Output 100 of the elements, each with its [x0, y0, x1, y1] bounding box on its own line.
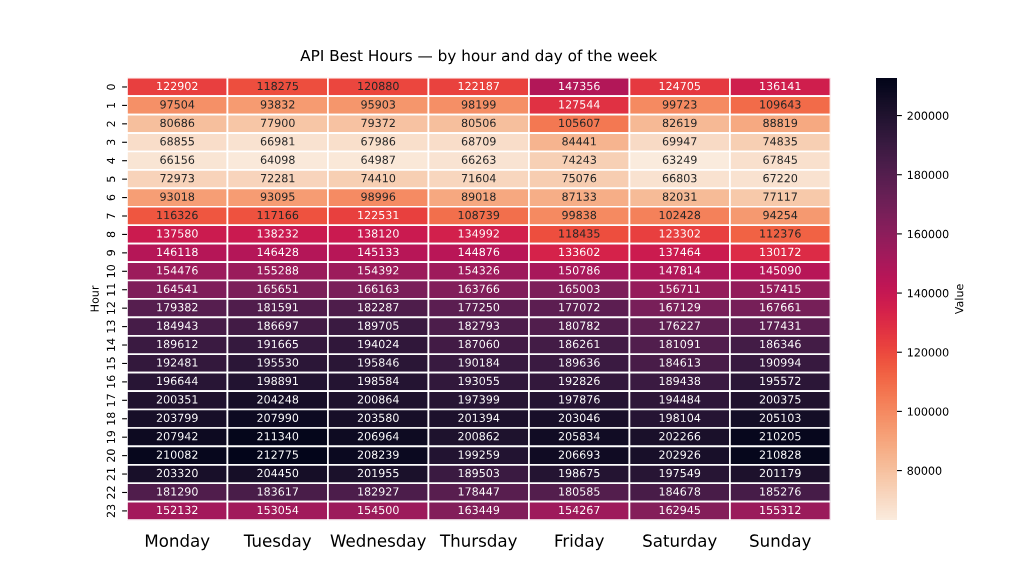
data-label: 202926	[659, 450, 701, 459]
data-label: 186697	[257, 321, 298, 330]
data-label: 154267	[559, 505, 600, 515]
data-label: 189438	[659, 376, 701, 386]
data-label: 201179	[759, 468, 801, 478]
data-label: 154392	[358, 266, 399, 275]
data-label: 167129	[659, 302, 701, 312]
data-label: 156711	[659, 284, 700, 293]
data-label: 137464	[659, 247, 701, 257]
color-bar-label: 120000	[907, 348, 949, 357]
y-tick-label: 1	[106, 102, 115, 108]
chart-title: API Best Hours — by hour and day of the week	[300, 49, 658, 65]
data-label: 153054	[257, 505, 299, 515]
data-label: 87133	[562, 192, 596, 201]
data-label: 67220	[763, 173, 798, 183]
y-tick-label: 12	[106, 302, 115, 315]
data-label: 93095	[260, 192, 295, 201]
data-label: 95903	[361, 100, 395, 109]
data-label: 147814	[659, 266, 701, 275]
y-tick-label: 3	[106, 139, 116, 145]
data-label: 182927	[358, 487, 399, 496]
data-label: 211340	[257, 432, 299, 441]
data-label: 200351	[156, 395, 198, 404]
data-label: 118275	[257, 81, 298, 91]
data-label: 206693	[558, 450, 600, 459]
data-label: 136141	[760, 81, 801, 91]
data-label: 123302	[659, 229, 700, 238]
data-label: 166163	[358, 284, 399, 293]
data-label: 71604	[461, 173, 496, 183]
data-label: 198891	[257, 376, 298, 386]
y-tick-label: 15	[106, 357, 116, 370]
data-label: 183617	[257, 487, 298, 496]
data-label: 177431	[760, 321, 801, 330]
data-label: 195846	[358, 358, 399, 367]
data-label: 82619	[662, 118, 697, 128]
data-label: 200864	[357, 395, 399, 404]
data-label: 162945	[659, 505, 700, 515]
data-label: 138120	[358, 229, 399, 238]
data-label: 203320	[156, 468, 198, 478]
data-label: 146428	[257, 247, 299, 257]
x-tick-label: Sunday	[750, 534, 811, 551]
data-label: 105607	[559, 118, 600, 128]
data-label: 201394	[458, 413, 500, 422]
data-label: 163449	[458, 505, 500, 515]
data-label: 210205	[759, 432, 801, 441]
data-label: 64098	[260, 155, 295, 164]
data-label: 194484	[659, 395, 701, 404]
y-tick-label: 4	[106, 157, 115, 164]
data-label: 152132	[157, 505, 198, 515]
y-tick-label: 19	[106, 430, 116, 444]
data-label: 198104	[659, 413, 701, 422]
data-label: 189503	[458, 468, 500, 478]
data-label: 201955	[357, 468, 399, 478]
data-label: 181591	[257, 302, 298, 312]
data-label: 75076	[562, 173, 597, 183]
data-label: 117166	[257, 210, 299, 220]
data-label: 66156	[160, 155, 195, 164]
data-label: 124705	[659, 81, 700, 91]
data-label: 118435	[559, 229, 600, 238]
y-tick-label: 14	[106, 338, 115, 351]
data-label: 88819	[763, 118, 798, 128]
data-label: 82031	[662, 192, 697, 201]
data-label: 66803	[662, 173, 697, 183]
data-label: 180585	[559, 487, 600, 496]
data-label: 112376	[760, 229, 801, 238]
y-tick-label: 16	[106, 375, 116, 388]
data-label: 177072	[559, 302, 600, 312]
y-tick-label: 17	[106, 394, 115, 407]
data-label: 109643	[760, 100, 801, 109]
data-label: 210082	[156, 450, 198, 459]
data-label: 67986	[361, 137, 396, 146]
y-tick-label: 13	[106, 320, 116, 333]
data-label: 127544	[559, 100, 600, 109]
color-bar-title: Value	[954, 284, 964, 315]
data-label: 93018	[160, 192, 195, 201]
color-bar-label: 200000	[907, 111, 949, 120]
data-label: 177250	[458, 302, 500, 312]
data-label: 200862	[458, 432, 499, 441]
data-label: 181290	[157, 487, 198, 496]
y-tick-label: 7	[106, 213, 115, 219]
data-label: 195572	[760, 376, 801, 386]
data-label: 200375	[759, 395, 801, 404]
data-label: 207990	[257, 413, 299, 422]
data-label: 99723	[662, 100, 697, 109]
x-tick-label: Monday	[145, 534, 210, 551]
data-label: 99838	[562, 210, 597, 220]
data-label: 184613	[659, 358, 701, 367]
data-label: 134992	[458, 229, 499, 238]
data-label: 203046	[558, 413, 600, 422]
data-label: 186261	[559, 339, 600, 349]
y-tick-label: 11	[106, 283, 115, 296]
data-label: 122902	[157, 81, 198, 91]
data-label: 80506	[461, 118, 496, 128]
data-label: 108739	[458, 210, 500, 220]
y-tick-label: 8	[106, 231, 116, 238]
data-label: 122531	[358, 210, 399, 220]
data-label: 197399	[458, 395, 500, 404]
data-label: 193055	[458, 376, 499, 386]
color-bar-label: 100000	[907, 407, 949, 416]
x-tick-label: Saturday	[643, 534, 717, 551]
